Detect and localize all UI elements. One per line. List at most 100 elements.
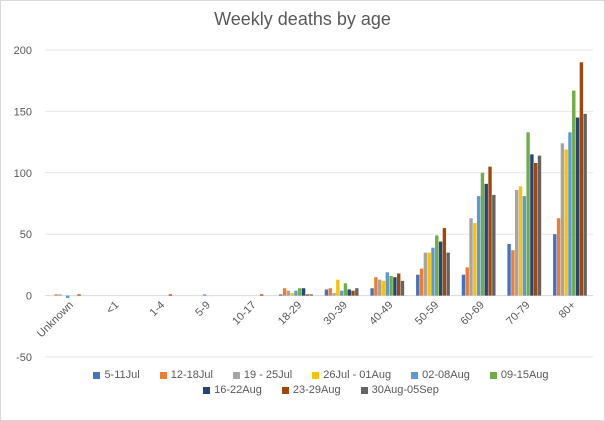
x-tick-label: 1-4	[148, 299, 168, 319]
bar	[488, 166, 492, 296]
bar	[260, 294, 264, 296]
bar	[351, 290, 355, 296]
bar	[465, 267, 469, 296]
legend-item: 19 - 25Jul	[232, 369, 293, 381]
bar	[427, 252, 431, 296]
legend-label: 19 - 25Jul	[243, 369, 293, 381]
bar	[556, 218, 561, 296]
bar	[522, 196, 526, 296]
bar	[484, 183, 488, 296]
bar	[355, 288, 359, 296]
legend-swatch	[360, 386, 368, 394]
bar	[534, 162, 538, 296]
bar	[298, 288, 302, 296]
legend-label: 02-08Aug	[422, 369, 470, 381]
bar	[324, 289, 329, 296]
bar	[526, 132, 530, 296]
bar	[400, 280, 405, 296]
bar	[202, 294, 207, 296]
y-tick-label: -50	[16, 352, 32, 364]
bar	[77, 294, 81, 296]
x-tick-label: 50-59	[413, 299, 441, 327]
legend-item: 23-29Aug	[281, 384, 341, 396]
legend-label: 30Aug-05Sep	[371, 384, 439, 396]
bar	[282, 288, 287, 296]
bar	[518, 186, 523, 296]
x-tick-label: 70-79	[504, 299, 532, 327]
bar	[54, 294, 58, 296]
legend-label: 16-22Aug	[214, 384, 262, 396]
legend-label: 09-15Aug	[500, 369, 549, 381]
bar	[431, 247, 435, 296]
bar	[507, 244, 511, 296]
legend-label: 5-11Jul	[104, 369, 140, 381]
bar	[339, 290, 344, 296]
bar	[279, 294, 283, 296]
bar	[301, 288, 306, 296]
bar	[530, 154, 534, 296]
bar	[286, 290, 291, 296]
y-tick-label: 200	[14, 45, 32, 57]
legend-swatch	[281, 386, 289, 394]
bar	[492, 194, 496, 296]
x-tick-label: 18-29	[276, 299, 304, 327]
bar	[575, 117, 580, 296]
bar	[469, 218, 473, 296]
bar	[435, 235, 439, 296]
bar	[65, 295, 70, 299]
x-tick-label: 60-69	[459, 299, 487, 327]
bar	[309, 294, 313, 296]
legend-label: 23-29Aug	[292, 384, 341, 396]
bar	[515, 189, 519, 296]
bar	[168, 294, 173, 296]
bar	[446, 252, 450, 296]
y-tick-label: 150	[14, 106, 32, 118]
bar	[480, 172, 485, 296]
bar	[419, 268, 424, 296]
legend-swatch	[93, 371, 101, 379]
chart-legend: 5-11Jul 12-18Jul 19 - 25Jul 26Jul - 01Aug 02…	[61, 369, 581, 396]
bar	[442, 228, 447, 296]
bar	[476, 196, 481, 296]
bar	[343, 283, 348, 296]
bar	[572, 90, 576, 296]
bar	[423, 252, 428, 296]
bar	[332, 293, 336, 296]
bar	[393, 277, 397, 296]
legend-swatch	[159, 371, 167, 379]
y-tick-label: 0	[26, 291, 32, 303]
x-tick-label: 40-49	[367, 299, 395, 327]
legend-label: 12-18Jul	[170, 369, 213, 381]
bar	[336, 279, 340, 296]
bar	[374, 277, 378, 296]
legend-label: 26Jul - 01Aug	[323, 369, 392, 381]
x-tick-label: Unknown	[35, 299, 76, 340]
bar	[397, 273, 401, 296]
bar	[381, 280, 386, 296]
bar	[305, 294, 310, 296]
bar	[438, 241, 443, 296]
bar	[553, 234, 557, 296]
x-tick-label: <1	[104, 299, 121, 316]
bar	[294, 290, 298, 296]
legend-item: 16-22Aug	[203, 384, 262, 396]
bar	[370, 288, 374, 296]
x-tick-label: 80+	[557, 299, 579, 321]
legend-item: 30Aug-05Sep	[360, 384, 439, 396]
y-tick-label: 50	[20, 229, 32, 241]
legend-swatch	[411, 371, 419, 379]
x-tick-label: 30-39	[322, 299, 350, 327]
legend-item: 09-15Aug	[489, 369, 549, 381]
legend-swatch	[312, 371, 320, 379]
y-tick-label: 100	[14, 168, 32, 180]
legend-item: 5-11Jul	[93, 369, 140, 381]
bar	[583, 113, 587, 296]
bar	[564, 149, 568, 296]
bar	[389, 275, 393, 296]
legend-item: 02-08Aug	[411, 369, 470, 381]
bar	[378, 279, 382, 296]
legend-swatch	[232, 371, 240, 379]
bar	[328, 288, 332, 296]
